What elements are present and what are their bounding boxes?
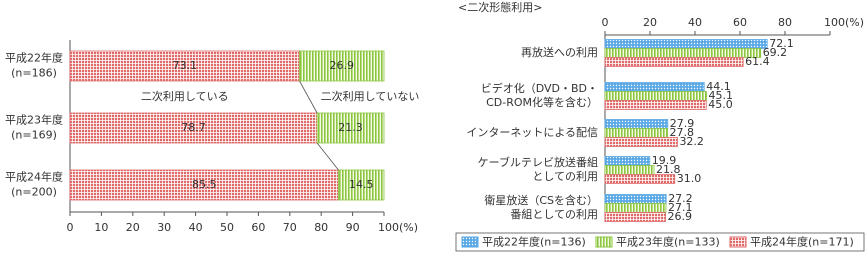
- bar: [604, 156, 651, 166]
- bar: [604, 203, 667, 213]
- bar: [69, 50, 300, 82]
- bar: [338, 169, 385, 201]
- data-label: 44.1: [706, 80, 731, 93]
- data-label: 26.9: [668, 210, 693, 223]
- x-tick-label: 70: [283, 221, 297, 234]
- y-tick-label: 再放送への利用: [521, 45, 598, 59]
- data-label: 45.0: [708, 98, 733, 111]
- x-tick-label: 40: [189, 221, 203, 234]
- y-tick-label: 衛星放送（CSを含む）: [484, 193, 598, 207]
- x-tick-label: 60: [251, 221, 265, 234]
- data-label: 26.9: [330, 59, 355, 72]
- x-tick-label: 40: [688, 16, 702, 29]
- x-tick-label: 80: [778, 16, 792, 29]
- x-tick-label: 10: [94, 221, 108, 234]
- x-tick-label: 20: [126, 221, 140, 234]
- connector: [316, 142, 339, 171]
- y-tick-label: 平成23年度: [5, 113, 63, 127]
- data-label: 45.1: [708, 89, 733, 102]
- annotation: 二次利用していない: [321, 89, 420, 103]
- bar: [604, 212, 666, 222]
- x-tick-label: 0: [67, 221, 74, 234]
- x-tick-label: 0: [602, 16, 609, 29]
- bar: [604, 128, 668, 138]
- bar: [316, 112, 385, 144]
- data-label: 69.2: [763, 46, 788, 59]
- y-tick-label: ケーブルテレビ放送番組: [478, 155, 598, 169]
- data-label: 73.1: [173, 59, 198, 72]
- x-tick-label: 80: [314, 221, 328, 234]
- data-label: 85.5: [192, 178, 217, 191]
- data-label: 78.7: [181, 121, 206, 134]
- data-label: 72.1: [769, 37, 794, 50]
- bar: [604, 137, 678, 147]
- y-tick-label: インターネットによる配信: [466, 126, 598, 139]
- x-tick-label: 50: [220, 221, 234, 234]
- data-label: 27.8: [670, 126, 695, 139]
- bar: [604, 194, 667, 204]
- data-label: 21.3: [338, 121, 363, 134]
- legend-swatch: [595, 236, 613, 248]
- y-tick-label: 番組としての利用: [510, 208, 598, 221]
- legend-label: 平成24年度(n=171): [750, 235, 854, 249]
- y-tick-label: (n=169): [11, 129, 57, 142]
- bar: [604, 91, 707, 101]
- bar: [604, 48, 762, 58]
- bar: [604, 100, 707, 110]
- data-label: 27.9: [670, 117, 695, 130]
- data-label: 27.2: [668, 192, 693, 205]
- legend-box: [455, 232, 865, 252]
- bar: [604, 174, 676, 184]
- bar: [604, 119, 669, 129]
- y-tick-label: (n=186): [11, 67, 57, 80]
- y-tick-label: CD-ROM化等を含む）: [486, 95, 598, 109]
- x-tick-label: 60: [733, 16, 747, 29]
- x-tick-label: 100(%): [378, 221, 418, 234]
- bar: [69, 169, 339, 201]
- y-tick-label: 平成24年度: [5, 170, 63, 184]
- x-tick-label: 20: [643, 16, 657, 29]
- x-tick-label: 100(%): [824, 16, 864, 29]
- data-label: 31.0: [677, 172, 702, 185]
- bar: [604, 165, 655, 175]
- y-tick-label: ビデオ化（DVD・BD・: [481, 81, 598, 95]
- bar: [604, 39, 768, 49]
- data-label: 14.5: [349, 178, 374, 191]
- legend-swatch: [461, 236, 479, 248]
- bar: [604, 57, 744, 67]
- bar: [299, 50, 385, 82]
- bar: [604, 82, 705, 92]
- x-tick-label: 90: [346, 221, 360, 234]
- chart-title: <二次形態利用>: [458, 0, 542, 14]
- data-label: 21.8: [656, 163, 681, 176]
- y-tick-label: 平成22年度: [5, 51, 63, 65]
- y-tick-label: としての利用: [532, 170, 598, 183]
- data-label: 61.4: [745, 55, 770, 68]
- connector: [299, 80, 318, 114]
- legend-label: 平成22年度(n=136): [482, 235, 586, 249]
- x-tick-label: 30: [157, 221, 171, 234]
- legend-swatch: [729, 236, 747, 248]
- legend: 平成22年度(n=136) 平成23年度(n=133) 平成24年度(n=171): [455, 232, 865, 252]
- annotation: 二次利用している: [141, 89, 229, 103]
- bar: [69, 112, 318, 144]
- legend-label: 平成23年度(n=133): [616, 235, 720, 249]
- y-tick-label: (n=200): [11, 186, 57, 199]
- data-label: 32.2: [679, 135, 704, 148]
- data-label: 27.1: [668, 201, 693, 214]
- data-label: 19.9: [652, 154, 677, 167]
